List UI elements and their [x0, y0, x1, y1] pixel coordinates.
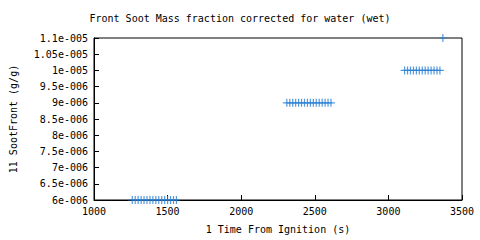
svg-text:2500: 2500 [303, 206, 327, 217]
svg-text:1e-005: 1e-005 [52, 65, 88, 76]
svg-text:7e-006: 7e-006 [52, 162, 88, 173]
svg-text:6.5e-006: 6.5e-006 [40, 178, 88, 189]
svg-text:9.5e-006: 9.5e-006 [40, 81, 88, 92]
svg-text:3500: 3500 [450, 206, 474, 217]
svg-text:11 SootFront (g/g): 11 SootFront (g/g) [8, 65, 19, 173]
svg-text:9e-006: 9e-006 [52, 97, 88, 108]
svg-text:2000: 2000 [229, 206, 253, 217]
svg-text:1.1e-005: 1.1e-005 [40, 33, 88, 44]
svg-text:7.5e-006: 7.5e-006 [40, 146, 88, 157]
svg-text:1500: 1500 [156, 206, 180, 217]
svg-text:1 Time From Ignition (s): 1 Time From Ignition (s) [206, 224, 351, 235]
svg-text:Front Soot Mass fraction corre: Front Soot Mass fraction corrected for w… [89, 13, 390, 24]
svg-text:8.5e-006: 8.5e-006 [40, 114, 88, 125]
svg-text:3000: 3000 [376, 206, 400, 217]
svg-text:1000: 1000 [82, 206, 106, 217]
svg-text:1.05e-005: 1.05e-005 [34, 49, 88, 60]
svg-text:8e-006: 8e-006 [52, 130, 88, 141]
svg-text:6e-006: 6e-006 [52, 195, 88, 206]
